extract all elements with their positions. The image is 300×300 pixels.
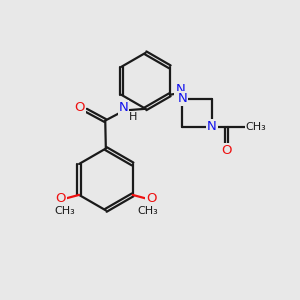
Text: H: H bbox=[128, 112, 137, 122]
Text: N: N bbox=[176, 83, 185, 96]
Text: O: O bbox=[221, 144, 232, 157]
Text: O: O bbox=[146, 192, 156, 205]
Text: N: N bbox=[207, 120, 217, 133]
Text: O: O bbox=[55, 192, 66, 205]
Text: N: N bbox=[118, 101, 128, 114]
Text: CH₃: CH₃ bbox=[246, 122, 266, 132]
Text: O: O bbox=[74, 101, 85, 114]
Text: CH₃: CH₃ bbox=[137, 206, 158, 216]
Text: N: N bbox=[178, 92, 187, 105]
Text: CH₃: CH₃ bbox=[54, 206, 75, 216]
